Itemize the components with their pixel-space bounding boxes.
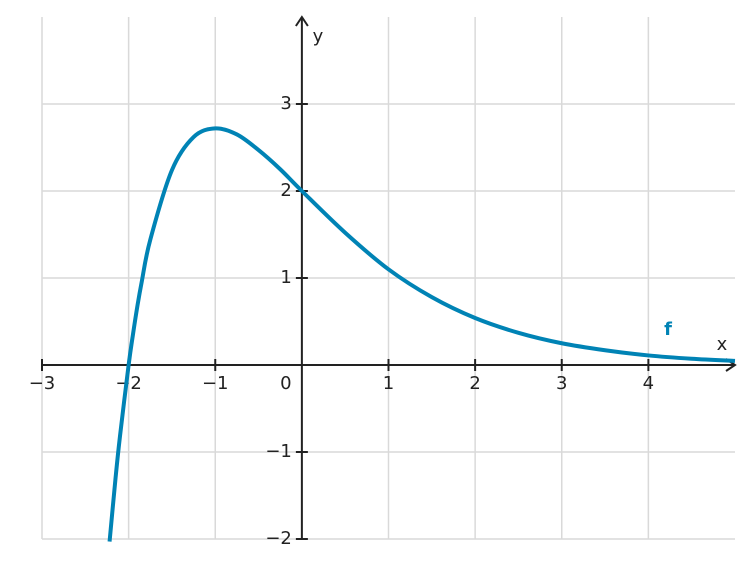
- x-tick-label: 1: [383, 373, 394, 394]
- y-tick-label: 2: [280, 180, 291, 201]
- x-axis-label: x: [717, 334, 728, 355]
- x-tick-label: −2: [115, 373, 142, 394]
- y-axis-label: y: [313, 26, 324, 47]
- x-tick-label: 4: [643, 373, 654, 394]
- y-axis-arrow: [295, 15, 309, 27]
- y-tick-label: −2: [265, 528, 292, 549]
- y-tick-label: 1: [280, 267, 291, 288]
- x-tick-label: 3: [556, 373, 567, 394]
- x-tick-label: −3: [29, 373, 56, 394]
- y-tick-label: 3: [280, 93, 291, 114]
- curve-label: f: [664, 319, 672, 340]
- function-curve: [107, 126, 736, 542]
- y-tick-label: −1: [265, 441, 292, 462]
- x-tick-label: 0: [280, 373, 291, 394]
- x-tick-label: −1: [202, 373, 229, 394]
- x-tick-label: 2: [469, 373, 480, 394]
